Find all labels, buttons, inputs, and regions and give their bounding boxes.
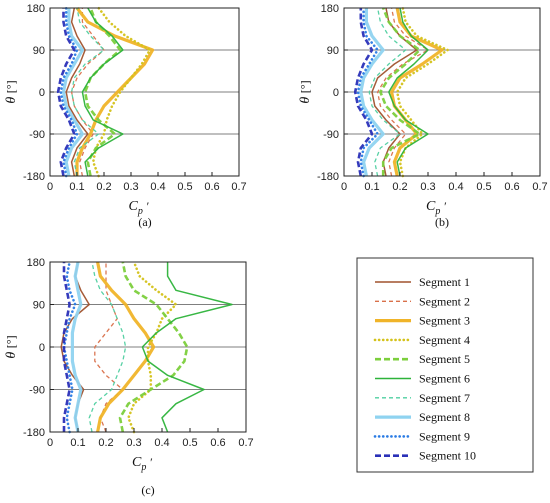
x-tick-label: 0.7: [238, 437, 253, 449]
legend-label-segment-6: Segment 6: [419, 372, 470, 386]
series-line-segment-8: [70, 261, 83, 433]
x-tick-label: 0.4: [154, 437, 169, 449]
y-axis-label: θ [°]: [4, 80, 19, 103]
y-axis-label: θ [°]: [298, 80, 313, 103]
series-line-segment-9: [59, 6, 79, 178]
x-tick-label: 0.7: [532, 181, 547, 193]
series-line-segment-10: [62, 262, 71, 432]
x-tick-label: 0.1: [70, 437, 85, 449]
y-tick-label: 180: [321, 3, 339, 15]
x-tick-label: 0.5: [182, 437, 197, 449]
y-tick-label: 90: [33, 45, 45, 57]
x-tick-label: 0.4: [150, 181, 165, 193]
series-line-segment-10: [353, 8, 374, 177]
legend-label-segment-7: Segment 7: [419, 391, 470, 405]
series-line-segment-8: [359, 8, 385, 177]
series-line-segment-7: [88, 261, 127, 433]
y-axis-label: θ [°]: [4, 335, 19, 358]
x-tick-label: 0: [341, 181, 347, 193]
series-line-segment-2: [70, 8, 105, 177]
x-tick-label: 0.3: [123, 181, 138, 193]
series-line-segment-7: [70, 7, 105, 177]
x-tick-label: 0.4: [448, 181, 463, 193]
x-tick-label: 0.5: [177, 181, 192, 193]
legend-label-segment-8: Segment 8: [419, 410, 470, 424]
series-line-segment-6: [81, 7, 124, 177]
legend-label-segment-3: Segment 3: [419, 314, 470, 328]
y-tick-label: -180: [317, 171, 339, 183]
chart-panel-0: 0 0.1 0.2 0.3 0.4 0.5 0.6 0.7 180 90 0 -90 -180 Cp ′ θ…: [4, 3, 247, 229]
panel-label: (c): [141, 483, 154, 497]
x-tick-label: 0.2: [96, 181, 111, 193]
legend-label-segment-2: Segment 2: [419, 294, 470, 308]
series-line-segment-3: [75, 7, 155, 176]
y-tick-label: -90: [323, 129, 339, 141]
series-line-segment-2: [94, 262, 124, 433]
legend-label-segment-4: Segment 4: [419, 333, 470, 347]
x-axis-label: Cp ′: [132, 455, 152, 473]
x-axis-label: Cp ′: [426, 199, 446, 217]
x-tick-label: 0.2: [392, 181, 407, 193]
y-tick-label: 180: [27, 3, 45, 15]
y-tick-label: -180: [23, 171, 45, 183]
series-line-segment-8: [61, 8, 84, 177]
x-tick-label: 0.1: [364, 181, 379, 193]
x-tick-label: 0.6: [204, 181, 219, 193]
y-tick-label: 0: [39, 87, 45, 99]
series-line-segment-9: [356, 6, 379, 178]
chart-panel-1: 0 0.1 0.2 0.3 0.4 0.5 0.6 0.7 180 90 0 -90 -180 Cp ′ θ…: [298, 3, 548, 229]
y-tick-label: 0: [333, 87, 339, 99]
y-tick-label: 0: [39, 342, 45, 354]
x-tick-label: 0.1: [69, 181, 84, 193]
y-tick-label: -180: [23, 427, 45, 439]
chart-panel-2: 0 0.1 0.2 0.3 0.4 0.5 0.6 0.7 180 90 0 -90 -180 Cp ′ θ…: [4, 257, 254, 497]
x-tick-label: 0.7: [231, 181, 246, 193]
y-tick-label: -90: [29, 129, 45, 141]
legend-label-segment-1: Segment 1: [419, 275, 470, 289]
x-tick-label: 0.5: [476, 181, 491, 193]
series-line-segment-5: [379, 7, 421, 176]
series-line-segment-6: [388, 7, 429, 177]
legend-label-segment-9: Segment 9: [419, 429, 470, 443]
x-tick-label: 0: [47, 181, 53, 193]
x-tick-label: 0: [47, 437, 53, 449]
series-line-segment-5: [83, 7, 122, 177]
series-line-segment-10: [56, 8, 76, 177]
y-tick-label: 180: [27, 257, 45, 269]
x-tick-label: 0.6: [210, 437, 225, 449]
series-line-segment-4: [127, 260, 178, 434]
panel-label: (a): [138, 215, 151, 229]
y-tick-label: -90: [29, 385, 45, 397]
series-line-segment-1: [65, 7, 89, 177]
y-tick-label: 90: [327, 45, 339, 57]
x-axis-label: Cp ′: [129, 199, 149, 217]
x-tick-label: 0.2: [98, 437, 113, 449]
x-tick-label: 0.3: [420, 181, 435, 193]
x-tick-label: 0.3: [126, 437, 141, 449]
panel-label: (b): [435, 215, 449, 229]
legend-label-segment-10: Segment 10: [419, 449, 476, 463]
y-tick-label: 90: [33, 300, 45, 312]
series-line-segment-6: [141, 262, 233, 433]
series-line-segment-7: [368, 7, 407, 177]
legend: Segment 1 Segment 2 Segment 3 Segment 4 Segm…: [356, 257, 534, 473]
series-line-segment-5: [118, 261, 189, 433]
x-tick-label: 0.6: [504, 181, 519, 193]
series-line-segment-3: [96, 261, 156, 433]
legend-label-segment-5: Segment 5: [419, 352, 470, 366]
